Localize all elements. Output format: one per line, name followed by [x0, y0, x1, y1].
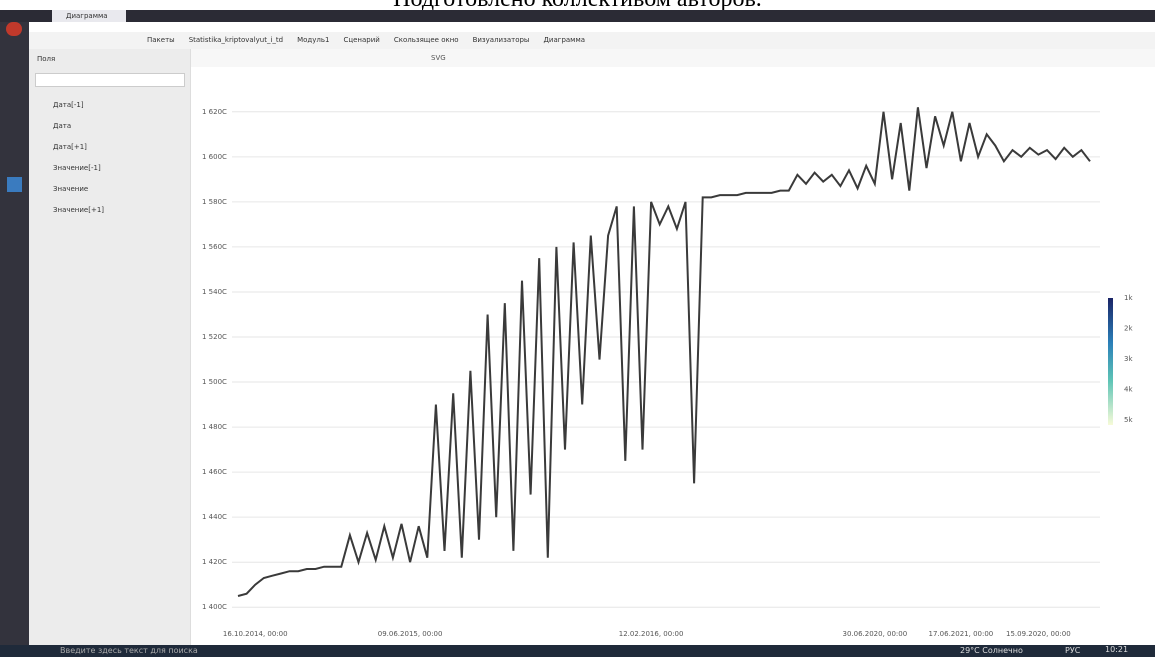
active-icon[interactable]	[7, 177, 22, 192]
caption: Подготовлено коллективом авторов.	[0, 0, 1155, 13]
field-item[interactable]: Значение[+1]	[53, 206, 105, 214]
field-item[interactable]: Дата[+1]	[53, 143, 87, 151]
x-tick-label: 17.06.2021, 00:00	[929, 630, 994, 638]
logo[interactable]	[6, 22, 22, 36]
y-tick-label: 1 500C	[202, 378, 227, 386]
chart: 1 400C 1 420C 1 440C 1 460C 1 480C 1 500C 1 52…	[202, 107, 1133, 638]
toolbar: SVG	[191, 49, 1155, 67]
colorbar-label: 5k	[1124, 416, 1133, 424]
field-item[interactable]: Дата	[53, 122, 72, 130]
search-box[interactable]	[35, 73, 185, 87]
field-item[interactable]: Значение[-1]	[53, 164, 101, 172]
colorbar-label: 3k	[1124, 355, 1133, 363]
line	[237, 107, 1091, 597]
weather: 29°C Солнечно	[960, 646, 1023, 655]
x-tick-label: 15.09.2020, 00:00	[1006, 630, 1071, 638]
x-tick-label: 09.06.2015, 00:00	[378, 630, 443, 638]
x-tick-label: 12.02.2016, 00:00	[619, 630, 684, 638]
y-tick-label: 1 420C	[202, 558, 227, 566]
y-tick-label: 1 560C	[202, 243, 227, 251]
colorbar	[1108, 298, 1113, 425]
search-field[interactable]: Введите здесь текст для поиска	[60, 646, 198, 655]
y-tick-label: 1 460C	[202, 468, 227, 476]
clock: 10:21	[1105, 645, 1129, 654]
taskbar: Введите здесь текст для поиска 29°C Солн…	[0, 645, 1155, 657]
breadcrumb[interactable]: Визуализаторы	[472, 36, 530, 44]
x-tick-label: 30.06.2020, 00:00	[842, 630, 907, 638]
title-bar	[0, 10, 1155, 22]
y-tick-label: 1 480C	[202, 423, 227, 431]
breadcrumb[interactable]: Скользящее окно	[393, 36, 459, 44]
breadcrumb[interactable]: Модуль1	[297, 36, 330, 44]
sidebar	[0, 22, 29, 645]
y-tick-label: 1 600C	[202, 153, 227, 161]
colorbar-label: 4k	[1124, 386, 1133, 394]
breadcrumb[interactable]: Сценарий	[343, 36, 380, 44]
y-tick-label: 1 400C	[202, 603, 227, 611]
breadcrumbs: Пакеты Statistika_kriptovalyut_i_td Модуль…	[29, 32, 1155, 49]
fields-panel: Поля Дата[-1] Дата Дата[+1] Значение[-1] Зна…	[29, 49, 191, 645]
colorbar-label: 1k	[1124, 294, 1133, 302]
y-tick-label: 1 520C	[202, 333, 227, 341]
window-tab[interactable]: Диаграмма	[52, 10, 126, 22]
breadcrumb[interactable]: Пакеты	[147, 36, 175, 44]
y-tick-label: 1 620C	[202, 108, 227, 116]
breadcrumb[interactable]: Statistika_kriptovalyut_i_td	[188, 36, 284, 44]
colorbar-label: 2k	[1124, 325, 1133, 333]
y-tick-label: 1 540C	[202, 288, 227, 296]
panel-title: Поля	[37, 55, 56, 63]
y-tick-label: 1 580C	[202, 198, 227, 206]
language[interactable]: РУС	[1065, 646, 1081, 655]
y-tick-label: 1 440C	[202, 513, 227, 521]
field-item[interactable]: Значение	[53, 185, 89, 193]
breadcrumb[interactable]: Диаграмма	[543, 36, 586, 44]
export-button[interactable]: SVG	[431, 54, 446, 62]
field-item[interactable]: Дата[-1]	[53, 101, 84, 109]
x-tick-label: 16.10.2014, 00:00	[223, 630, 288, 638]
